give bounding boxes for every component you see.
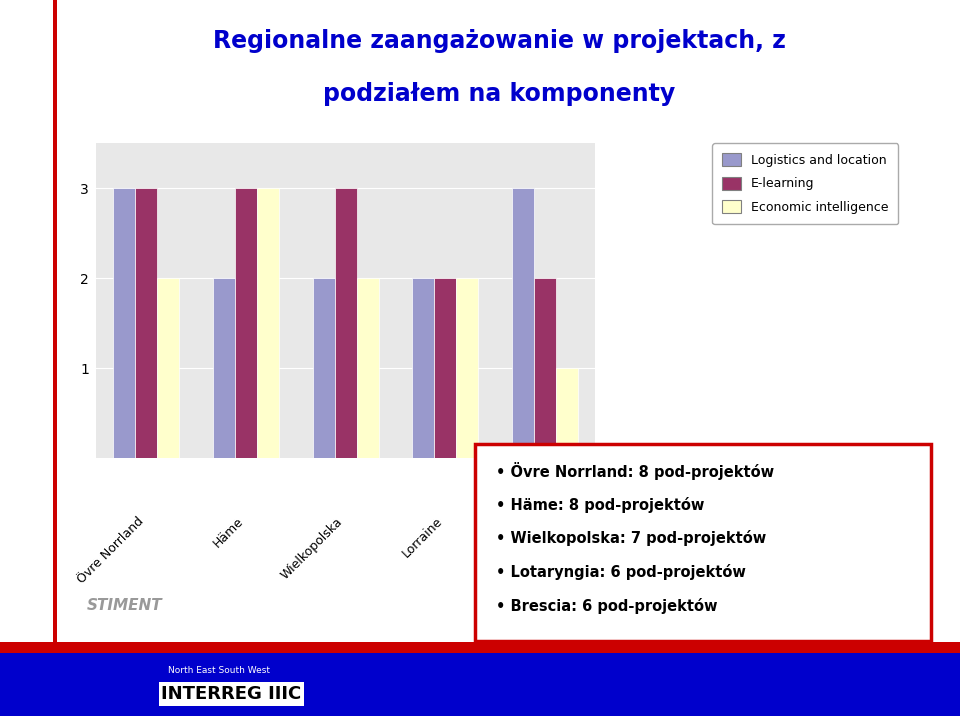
Bar: [535, 279, 556, 458]
Bar: [156, 279, 179, 458]
Text: INTERREG IIIC: INTERREG IIIC: [161, 685, 301, 703]
Text: Häme: Häme: [210, 515, 246, 551]
Bar: [235, 188, 256, 458]
Text: Wielkopolska: Wielkopolska: [278, 515, 346, 582]
Text: podziałem na komponenty: podziałem na komponenty: [324, 82, 675, 107]
Bar: [356, 279, 378, 458]
Bar: [313, 279, 335, 458]
Bar: [135, 188, 156, 458]
Bar: [213, 279, 235, 458]
Text: • Brescia: 6 pod-projektów: • Brescia: 6 pod-projektów: [496, 598, 718, 614]
Bar: [413, 279, 435, 458]
Text: North East South West: North East South West: [168, 666, 270, 675]
Bar: [456, 279, 478, 458]
Bar: [513, 188, 535, 458]
Text: Regionalne zaangażowanie w projektach, z: Regionalne zaangażowanie w projektach, z: [213, 29, 785, 53]
Text: Brescia: Brescia: [504, 515, 545, 556]
Text: Lorraine: Lorraine: [400, 515, 445, 561]
Bar: [556, 368, 578, 458]
Text: • Wielkopolska: 7 pod-projektów: • Wielkopolska: 7 pod-projektów: [496, 531, 767, 546]
Bar: [256, 188, 278, 458]
Text: • Övre Norrland: 8 pod-projektów: • Övre Norrland: 8 pod-projektów: [496, 462, 775, 480]
Text: • Lotaryngia: 6 pod-projektów: • Lotaryngia: 6 pod-projektów: [496, 564, 746, 580]
Text: STIMENT: STIMENT: [86, 598, 162, 612]
Text: Övre Norrland: Övre Norrland: [75, 515, 146, 586]
Legend: Logistics and location, E-learning, Economic intelligence: Logistics and location, E-learning, Econ…: [712, 143, 899, 224]
Bar: [435, 279, 456, 458]
Bar: [113, 188, 135, 458]
Bar: [335, 188, 356, 458]
Text: • Häme: 8 pod-projektów: • Häme: 8 pod-projektów: [496, 497, 705, 513]
